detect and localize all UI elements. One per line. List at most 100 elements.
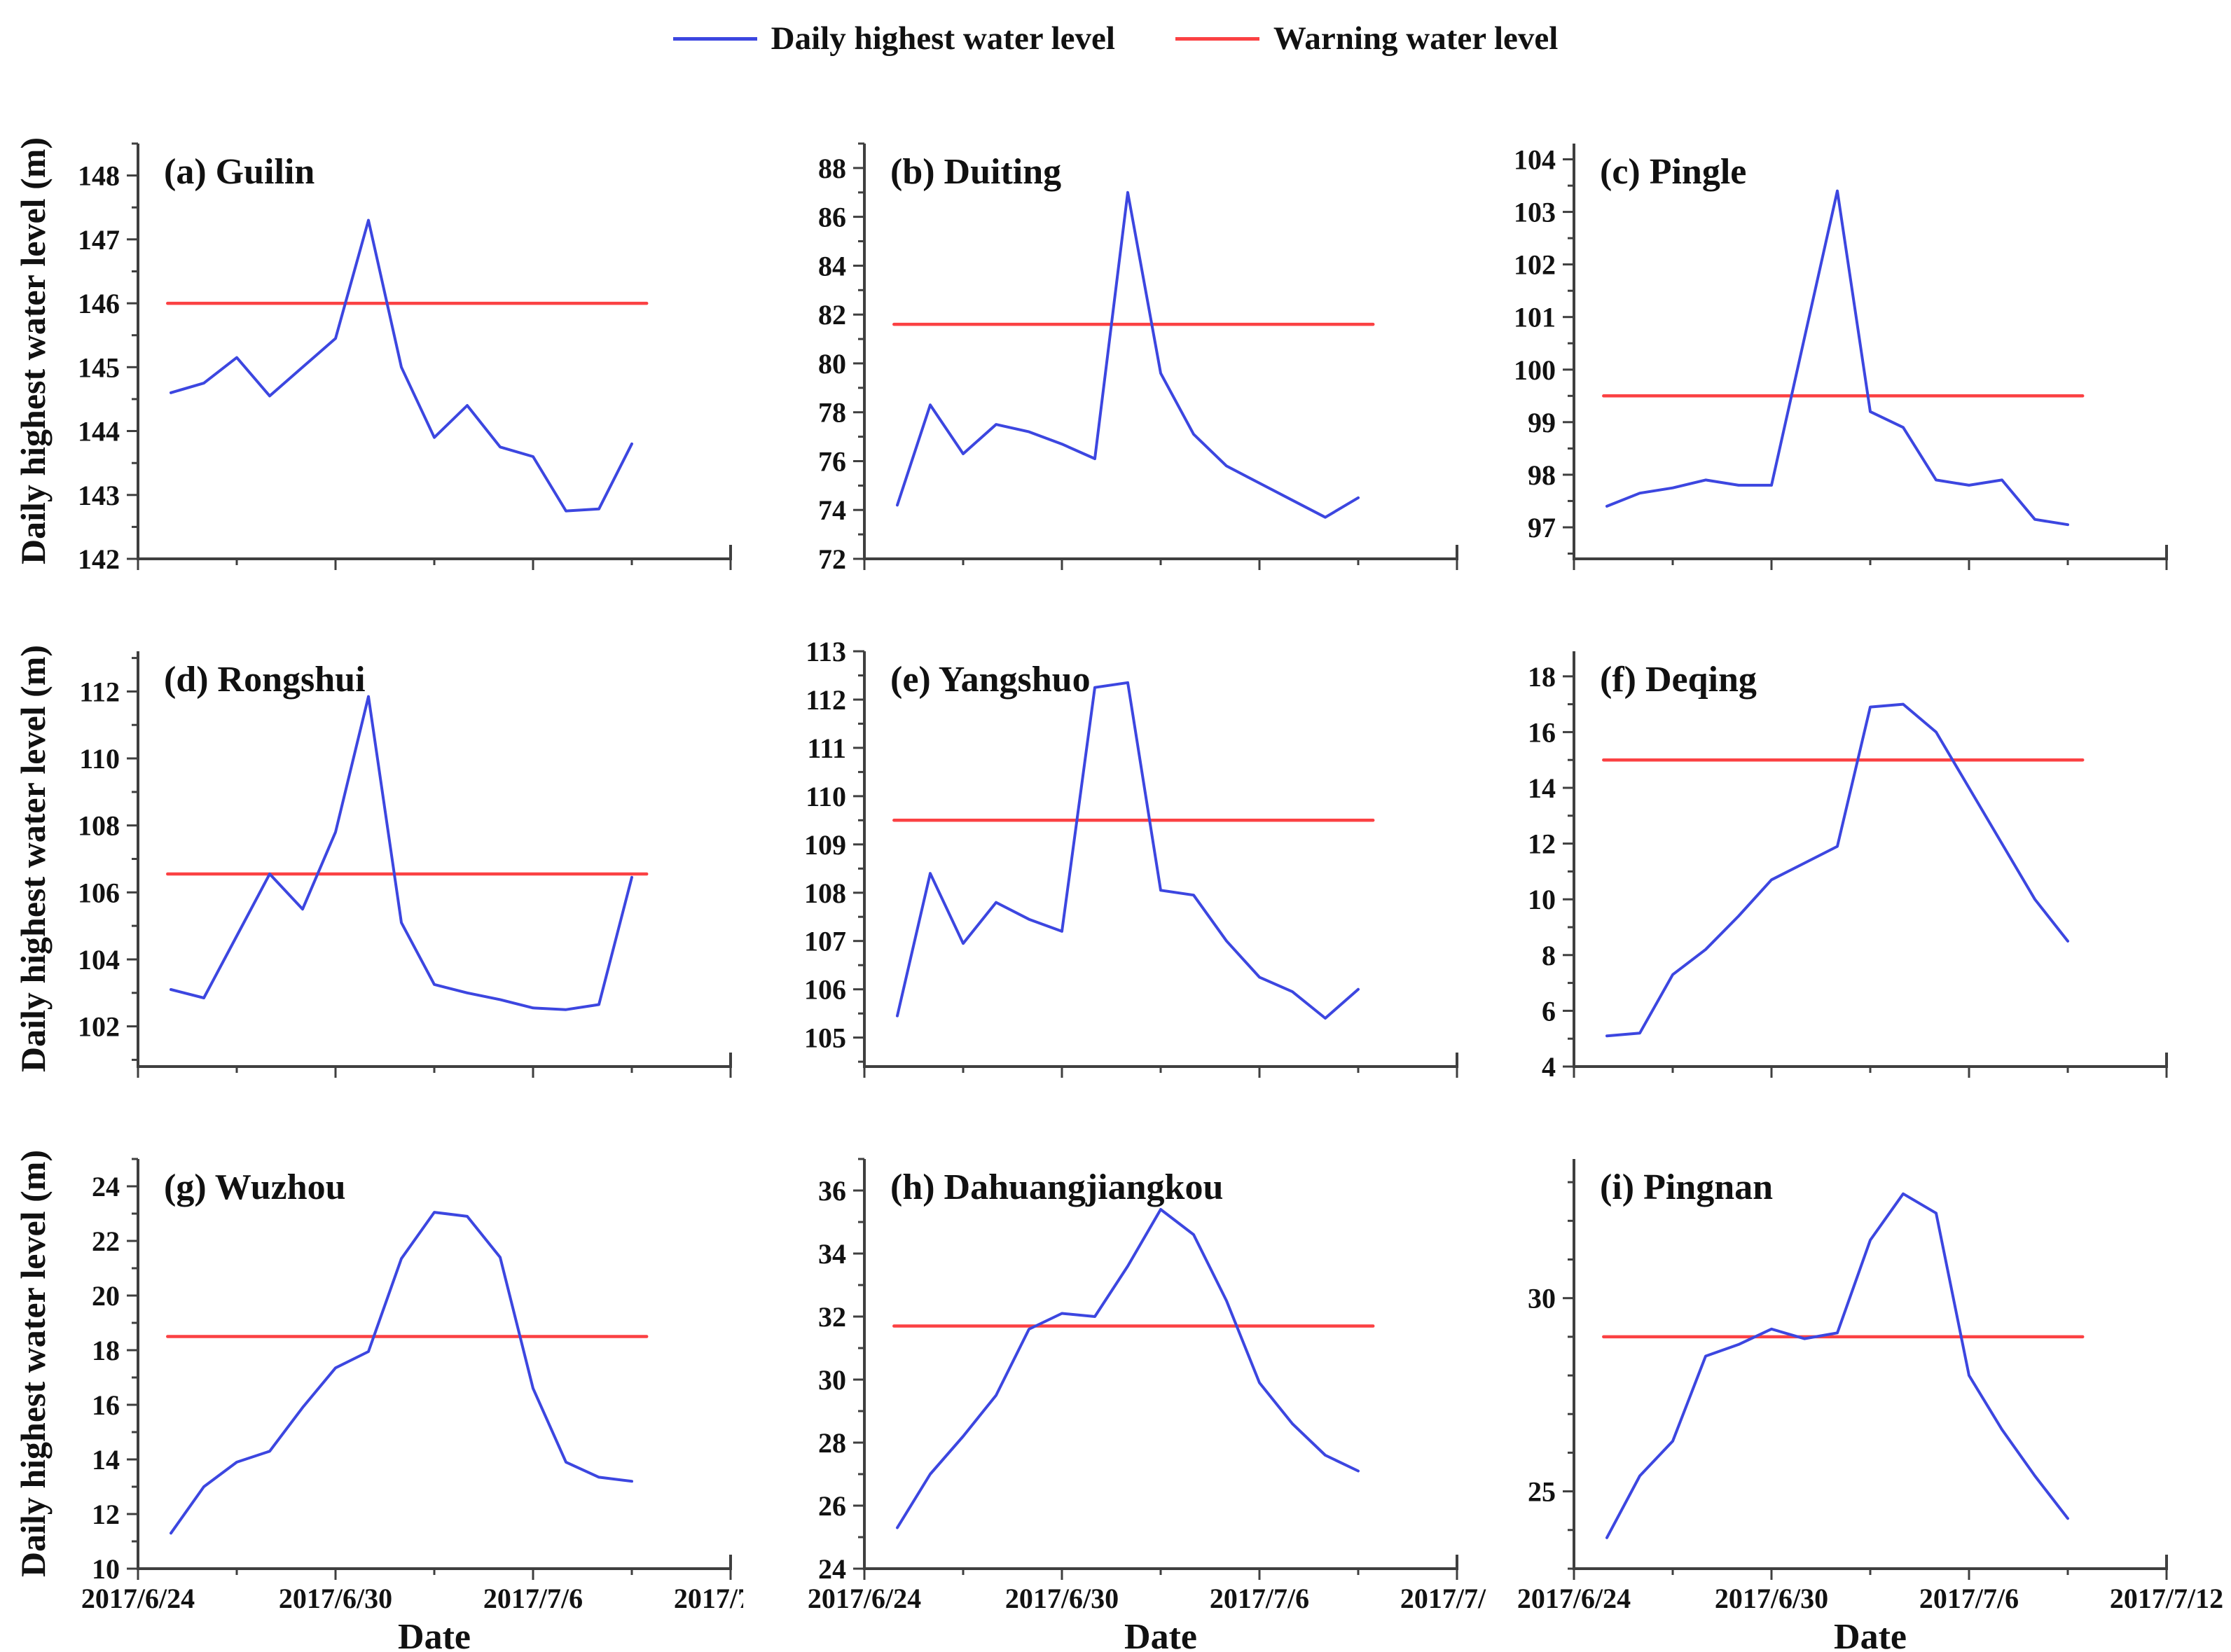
svg-text:109: 109 <box>804 829 846 861</box>
svg-text:2017/7/12: 2017/7/12 <box>674 1583 743 1614</box>
svg-text:105: 105 <box>804 1022 846 1054</box>
warning-water-level-line-icon <box>1175 36 1259 41</box>
svg-text:101: 101 <box>1514 302 1556 333</box>
svg-text:2017/6/30: 2017/6/30 <box>1715 1583 1828 1614</box>
svg-text:111: 111 <box>807 733 846 764</box>
subplot-g-wuzhou: (g) Wuzhou 10 12 14 16 18 20 22 24 2017/6/24 2017… <box>0 1106 743 1652</box>
chart-canvas-pingnan: 25 30 2017/6/24 2017/6/30 2017/7/6 2017/7/12 <box>1517 1159 2223 1614</box>
y-axis-title-row2: Daily highest water level (m) <box>13 644 53 1073</box>
svg-text:2017/6/30: 2017/6/30 <box>279 1583 392 1614</box>
subplot-title: (h) Dahuangjiangkou <box>890 1167 1224 1207</box>
svg-text:142: 142 <box>78 543 120 575</box>
svg-text:10: 10 <box>92 1553 120 1585</box>
subplot-b-duiting: (b) Duiting 72 74 76 78 80 82 84 86 88 <box>743 91 1486 599</box>
x-axis-title: Date <box>1834 1617 1907 1652</box>
legend-item-warning-water-level: Warning water level <box>1175 20 1558 57</box>
legend-label: Warning water level <box>1273 20 1559 57</box>
svg-text:30: 30 <box>1528 1283 1556 1314</box>
svg-text:80: 80 <box>818 348 846 380</box>
svg-text:12: 12 <box>1528 828 1556 860</box>
subplot-grid: (a) Guilin 142 143 144 145 146 147 148 (b) Dui… <box>0 91 2231 1652</box>
svg-text:97: 97 <box>1528 512 1556 543</box>
x-axis-title: Date <box>1124 1617 1197 1652</box>
svg-text:26: 26 <box>818 1490 846 1522</box>
svg-text:74: 74 <box>818 494 846 526</box>
svg-text:110: 110 <box>79 743 120 775</box>
svg-text:2017/6/30: 2017/6/30 <box>1005 1583 1119 1614</box>
svg-text:145: 145 <box>78 352 120 383</box>
svg-text:8: 8 <box>1542 940 1556 971</box>
svg-text:2017/6/24: 2017/6/24 <box>81 1583 195 1614</box>
svg-text:106: 106 <box>804 974 846 1006</box>
subplot-title: (c) Pingle <box>1600 152 1747 192</box>
daily-highest-water-level-line-icon <box>672 36 757 41</box>
svg-text:2017/7/12: 2017/7/12 <box>2110 1583 2223 1614</box>
svg-text:25: 25 <box>1528 1476 1556 1508</box>
subplot-d-rongshui: (d) Rongshui 102 104 106 108 110 112 <box>0 599 743 1106</box>
subplot-title: (f) Deqing <box>1600 660 1757 700</box>
chart-canvas-pingle: 97 98 99 100 101 102 103 104 <box>1514 144 2168 570</box>
svg-text:84: 84 <box>818 250 846 282</box>
svg-text:108: 108 <box>804 877 846 909</box>
svg-text:24: 24 <box>92 1171 120 1202</box>
svg-text:4: 4 <box>1542 1051 1556 1083</box>
subplot-f-deqing: (f) Deqing 4 6 8 10 12 14 16 18 <box>1486 599 2231 1106</box>
chart-canvas-wuzhou: 10 12 14 16 18 20 22 24 2017/6/24 2017/6/30 2017/7… <box>81 1158 743 1614</box>
svg-text:2017/6/24: 2017/6/24 <box>808 1583 921 1614</box>
svg-text:24: 24 <box>818 1553 846 1585</box>
y-axis-title-row1: Daily highest water level (m) <box>13 137 53 565</box>
svg-text:104: 104 <box>1514 144 1556 176</box>
svg-text:32: 32 <box>818 1301 846 1333</box>
svg-text:99: 99 <box>1528 407 1556 438</box>
chart-canvas-rongshui: 102 104 106 108 110 112 <box>78 651 732 1078</box>
subplot-i-pingnan: (i) Pingnan 25 30 2017/6/24 2017/6/30 2017/7… <box>1486 1106 2231 1652</box>
legend-item-daily-highest-water-level: Daily highest water level <box>672 20 1115 57</box>
svg-text:86: 86 <box>818 202 846 233</box>
subplot-e-yangshuo: (e) Yangshuo 105 106 107 108 109 110 111 112 113 <box>743 599 1486 1106</box>
svg-text:2017/6/24: 2017/6/24 <box>1517 1583 1631 1614</box>
svg-text:88: 88 <box>818 153 846 184</box>
svg-text:108: 108 <box>78 810 120 842</box>
legend: Daily highest water level Warning water … <box>0 20 2231 57</box>
svg-text:10: 10 <box>1528 884 1556 915</box>
svg-text:2017/7/6: 2017/7/6 <box>483 1583 583 1614</box>
svg-text:18: 18 <box>92 1335 120 1366</box>
svg-text:30: 30 <box>818 1364 846 1396</box>
subplot-title: (i) Pingnan <box>1600 1167 1774 1207</box>
legend-label: Daily highest water level <box>771 20 1115 57</box>
svg-text:72: 72 <box>818 543 846 575</box>
svg-text:98: 98 <box>1528 459 1556 491</box>
svg-text:12: 12 <box>92 1499 120 1530</box>
svg-text:147: 147 <box>78 224 120 256</box>
svg-text:106: 106 <box>78 877 120 908</box>
svg-text:34: 34 <box>818 1238 846 1270</box>
svg-text:112: 112 <box>806 684 846 716</box>
subplot-h-dahuangjiangkou: (h) Dahuangjiangkou 24 26 28 30 32 34 36 2017/6… <box>743 1106 1486 1652</box>
svg-text:22: 22 <box>92 1226 120 1257</box>
svg-text:20: 20 <box>92 1280 120 1312</box>
chart-canvas-guilin: 142 143 144 145 146 147 148 <box>78 142 732 575</box>
subplot-title: (b) Duiting <box>890 152 1062 192</box>
x-axis-title: Date <box>398 1617 471 1652</box>
svg-text:78: 78 <box>818 397 846 429</box>
svg-text:16: 16 <box>1528 716 1556 748</box>
svg-text:102: 102 <box>78 1011 120 1043</box>
chart-canvas-dahuangjiangkou: 24 26 28 30 32 34 36 2017/6/24 2017/6/30 2017/7/6… <box>808 1158 1486 1614</box>
svg-text:16: 16 <box>92 1389 120 1421</box>
svg-text:2017/7/6: 2017/7/6 <box>1919 1583 2019 1614</box>
svg-text:28: 28 <box>818 1427 846 1459</box>
subplot-title: (e) Yangshuo <box>890 660 1091 700</box>
subplot-title: (g) Wuzhou <box>164 1167 346 1207</box>
svg-text:143: 143 <box>78 480 120 511</box>
subplot-a-guilin: (a) Guilin 142 143 144 145 146 147 148 <box>0 91 743 599</box>
svg-text:104: 104 <box>78 944 120 976</box>
svg-text:36: 36 <box>818 1175 846 1207</box>
chart-canvas-deqing: 4 6 8 10 12 14 16 18 <box>1528 651 2168 1083</box>
svg-text:148: 148 <box>78 160 120 192</box>
svg-text:102: 102 <box>1514 249 1556 281</box>
chart-canvas-duiting: 72 74 76 78 80 82 84 86 88 <box>818 142 1458 575</box>
svg-text:146: 146 <box>78 288 120 319</box>
svg-text:82: 82 <box>818 299 846 331</box>
svg-text:14: 14 <box>92 1444 120 1476</box>
